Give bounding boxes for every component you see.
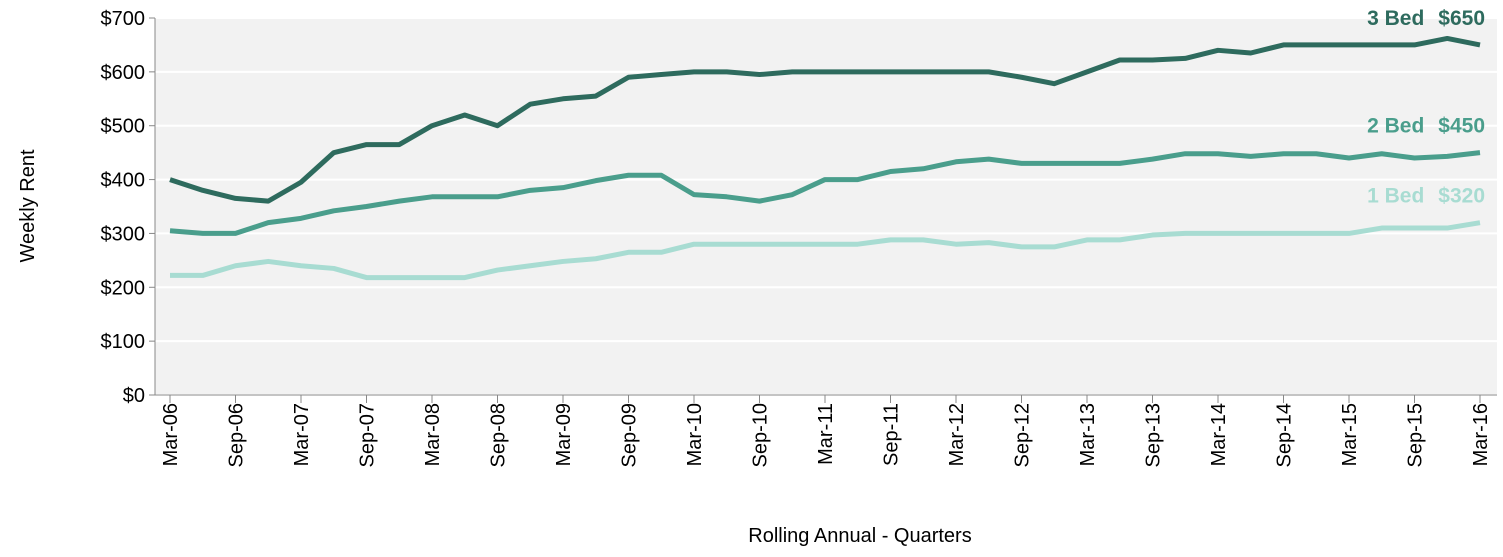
series-label: 2 Bed $450 [1367,115,1485,138]
x-tick-label: Sep-15 [1405,403,1427,468]
series-label: 3 Bed $650 [1367,7,1485,30]
x-tick-label: Sep-09 [619,403,641,468]
x-tick-label: Mar-08 [422,403,444,466]
y-tick-label: $100 [101,331,146,353]
x-tick-label: Sep-08 [488,403,510,468]
x-tick-label: Sep-14 [1274,403,1296,468]
x-axis-title: Rolling Annual - Quarters [748,525,971,547]
x-tick-label: Mar-15 [1339,403,1361,466]
line-series [170,220,1481,281]
x-tick-label: Mar-12 [946,403,968,466]
x-tick-label: Sep-13 [1143,403,1165,468]
value-label: $320 [1438,185,1485,208]
series-name: 1 Bed [1367,185,1424,208]
y-tick-label: $600 [101,62,146,84]
x-tick-label: Mar-16 [1470,403,1492,466]
series-name: 3 Bed [1367,7,1424,30]
y-tick-label: $700 [101,8,146,30]
x-tick-label: Mar-11 [815,403,837,465]
y-tick-label: $0 [123,385,145,407]
x-tick-label: Sep-12 [1012,403,1034,468]
x-tick-label: Sep-11 [881,403,903,466]
y-tick-label: $500 [101,116,146,138]
y-tick-label: $300 [101,223,146,245]
y-tick-label: $200 [101,277,146,299]
x-tick-label: Mar-06 [160,403,182,466]
x-tick-label: Sep-07 [357,403,379,468]
x-tick-label: Mar-10 [684,403,706,466]
x-tick-label: Mar-09 [553,403,575,466]
x-tick-label: Mar-13 [1077,403,1099,466]
y-tick-label: $400 [101,170,146,192]
series-label: 1 Bed $320 [1367,185,1485,208]
line-series [169,150,1481,236]
x-tick-label: Mar-14 [1208,403,1230,466]
series-name: 2 Bed [1367,115,1424,138]
y-axis-title: Weekly Rent [17,149,39,262]
x-tick-label: Mar-07 [291,403,313,466]
x-tick-label: Sep-10 [750,403,772,468]
x-tick-label: Sep-06 [226,403,248,468]
value-label: $450 [1438,115,1485,138]
line-series [169,35,1481,204]
value-label: $650 [1438,7,1485,30]
